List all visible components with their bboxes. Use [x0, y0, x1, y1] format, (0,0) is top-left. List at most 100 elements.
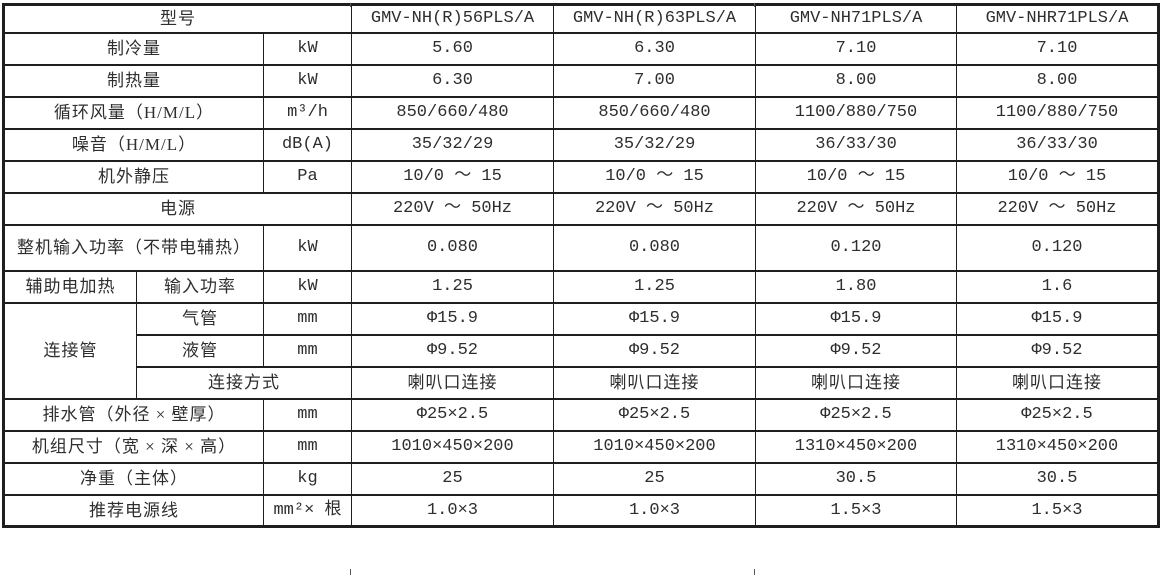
value-cell: 220V ～ 50Hz	[956, 191, 1159, 226]
value-cell: 1010×450×200	[553, 429, 756, 464]
air-flow-label: 循环风量（H/M/L）	[3, 95, 264, 130]
value-cell: 1.80	[755, 269, 957, 304]
value-cell: 10/0 ～ 15	[553, 159, 756, 194]
value-cell: 0.120	[956, 223, 1159, 272]
power-cord-unit: mm²× 根	[263, 493, 352, 528]
value-cell: 36/33/30	[755, 127, 957, 162]
value-cell: Φ25×2.5	[553, 397, 756, 432]
row-liquid-pipe: 液管 mm Φ9.52 Φ9.52 Φ9.52 Φ9.52	[4, 333, 1159, 368]
value-cell: 25	[553, 461, 756, 496]
value-cell: Φ9.52	[351, 333, 554, 368]
model-name-1: GMV-NH(R)56PLS/A	[351, 3, 554, 34]
model-row-label: 型号	[3, 3, 352, 34]
net-weight-label: 净重（主体）	[3, 461, 264, 496]
row-power-cord: 推荐电源线 mm²× 根 1.0×3 1.0×3 1.5×3 1.5×3	[3, 493, 1159, 528]
value-cell: 10/0 ～ 15	[351, 159, 554, 194]
row-total-input-power: 整机输入功率（不带电辅热） kW 0.080 0.080 0.120 0.120	[3, 223, 1159, 272]
value-cell: Φ9.52	[956, 333, 1159, 368]
value-cell: Φ25×2.5	[956, 397, 1159, 432]
value-cell: 7.00	[553, 63, 756, 98]
model-name-4: GMV-NHR71PLS/A	[956, 3, 1159, 34]
value-cell: 5.60	[351, 31, 554, 66]
value-cell: 0.080	[553, 223, 756, 272]
gridline-tick	[754, 3, 755, 7]
row-cooling-capacity: 制冷量 kW 5.60 6.30 7.10 7.10	[3, 31, 1159, 66]
aux-heater-input-power-unit: kW	[263, 269, 352, 304]
value-cell: 25	[351, 461, 554, 496]
net-weight-unit: kg	[263, 461, 352, 496]
air-flow-unit: m³/h	[263, 95, 352, 130]
heating-capacity-unit: kW	[263, 63, 352, 98]
value-cell: 1310×450×200	[755, 429, 957, 464]
row-unit-dimensions: 机组尺寸（宽 × 深 × 高） mm 1010×450×200 1010×450…	[3, 429, 1159, 464]
liquid-pipe-label: 液管	[136, 333, 264, 368]
row-static-pressure: 机外静压 Pa 10/0 ～ 15 10/0 ～ 15 10/0 ～ 15 10…	[3, 159, 1159, 194]
value-cell: Φ9.52	[755, 333, 957, 368]
value-cell: 1.5×3	[755, 493, 957, 528]
power-supply-label: 电源	[3, 191, 352, 226]
gridline-tick	[350, 569, 351, 575]
row-power-supply: 电源 220V ～ 50Hz 220V ～ 50Hz 220V ～ 50Hz 2…	[3, 191, 1159, 226]
aux-heater-input-power-label: 输入功率	[136, 269, 264, 304]
value-cell: 6.30	[351, 63, 554, 98]
cooling-capacity-unit: kW	[263, 31, 352, 66]
row-noise: 噪音（H/M/L） dB(A) 35/32/29 35/32/29 36/33/…	[3, 127, 1159, 162]
row-drain-pipe: 排水管（外径 × 壁厚） mm Φ25×2.5 Φ25×2.5 Φ25×2.5 …	[3, 397, 1159, 432]
value-cell: 35/32/29	[553, 127, 756, 162]
power-cord-label: 推荐电源线	[3, 493, 264, 528]
static-pressure-label: 机外静压	[3, 159, 264, 194]
value-cell: 850/660/480	[351, 95, 554, 130]
value-cell: 7.10	[956, 31, 1159, 66]
static-pressure-unit: Pa	[263, 159, 352, 194]
noise-unit: dB(A)	[263, 127, 352, 162]
value-cell: 1100/880/750	[956, 95, 1159, 130]
value-cell: Φ15.9	[755, 301, 957, 336]
value-cell: 30.5	[755, 461, 957, 496]
value-cell: 1310×450×200	[956, 429, 1159, 464]
unit-dimensions-unit: mm	[263, 429, 352, 464]
value-cell: 1100/880/750	[755, 95, 957, 130]
model-name-2: GMV-NH(R)63PLS/A	[553, 3, 756, 34]
value-cell: 1.0×3	[553, 493, 756, 528]
value-cell: 1.5×3	[956, 493, 1159, 528]
value-cell: 220V ～ 50Hz	[553, 191, 756, 226]
connecting-pipe-group-label: 连接管	[3, 301, 137, 400]
gas-pipe-label: 气管	[136, 301, 264, 336]
row-air-flow: 循环风量（H/M/L） m³/h 850/660/480 850/660/480…	[3, 95, 1159, 130]
value-cell: Φ15.9	[553, 301, 756, 336]
unit-dimensions-label: 机组尺寸（宽 × 深 × 高）	[3, 429, 264, 464]
total-input-power-label: 整机输入功率（不带电辅热）	[3, 223, 264, 272]
value-cell: 喇叭口连接	[755, 365, 957, 400]
heating-capacity-label: 制热量	[3, 63, 264, 98]
noise-label: 噪音（H/M/L）	[3, 127, 264, 162]
value-cell: 30.5	[956, 461, 1159, 496]
value-cell: 6.30	[553, 31, 756, 66]
drain-pipe-unit: mm	[263, 397, 352, 432]
row-heating-capacity: 制热量 kW 6.30 7.00 8.00 8.00	[3, 63, 1159, 98]
value-cell: Φ15.9	[956, 301, 1159, 336]
spec-sheet-page: 型号 GMV-NH(R)56PLS/A GMV-NH(R)63PLS/A GMV…	[0, 3, 1160, 575]
value-cell: 220V ～ 50Hz	[351, 191, 554, 226]
value-cell: 1.0×3	[351, 493, 554, 528]
value-cell: 0.080	[351, 223, 554, 272]
aux-heater-group-label: 辅助电加热	[3, 269, 137, 304]
value-cell: 35/32/29	[351, 127, 554, 162]
product-spec-table: 型号 GMV-NH(R)56PLS/A GMV-NH(R)63PLS/A GMV…	[2, 3, 1160, 528]
cooling-capacity-label: 制冷量	[3, 31, 264, 66]
value-cell: 1.25	[351, 269, 554, 304]
row-aux-heater-input-power: 辅助电加热 输入功率 kW 1.25 1.25 1.80 1.6	[3, 269, 1159, 304]
value-cell: 8.00	[956, 63, 1159, 98]
row-connection-method: 连接方式 喇叭口连接 喇叭口连接 喇叭口连接 喇叭口连接	[4, 365, 1159, 400]
liquid-pipe-unit: mm	[263, 333, 352, 368]
value-cell: Φ25×2.5	[755, 397, 957, 432]
row-model: 型号 GMV-NH(R)56PLS/A GMV-NH(R)63PLS/A GMV…	[3, 3, 1159, 34]
value-cell: 0.120	[755, 223, 957, 272]
value-cell: 7.10	[755, 31, 957, 66]
row-net-weight: 净重（主体） kg 25 25 30.5 30.5	[3, 461, 1159, 496]
value-cell: 220V ～ 50Hz	[755, 191, 957, 226]
value-cell: 喇叭口连接	[956, 365, 1159, 400]
value-cell: Φ9.52	[553, 333, 756, 368]
row-gas-pipe: 连接管 气管 mm Φ15.9 Φ15.9 Φ15.9 Φ15.9	[3, 301, 1159, 400]
value-cell: 10/0 ～ 15	[956, 159, 1159, 194]
value-cell: 1010×450×200	[351, 429, 554, 464]
